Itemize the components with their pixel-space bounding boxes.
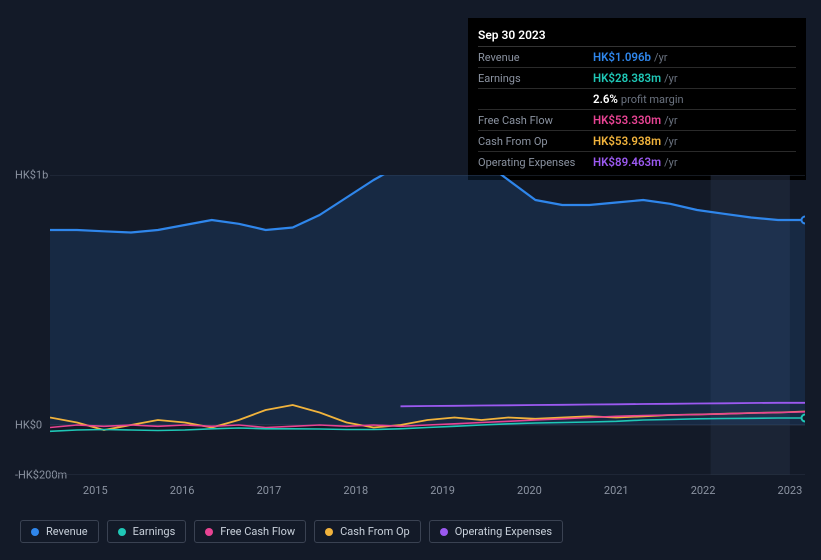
y-tick-label: HK$1b (15, 169, 48, 182)
tooltip-row-unit: /yr (664, 114, 677, 127)
y-tick-label: HK$0 (15, 419, 42, 432)
tooltip-row-unit: /yr (664, 72, 677, 85)
tooltip-row-value: 2.6% (593, 92, 618, 106)
tooltip-row-value: HK$53.938m (593, 134, 661, 148)
x-tick-label: 2016 (170, 484, 195, 497)
tooltip-row-label: Cash From Op (478, 135, 593, 148)
tooltip-row-unit: /yr (664, 135, 677, 148)
tooltip-row: RevenueHK$1.096b/yr (478, 47, 796, 68)
x-tick-label: 2021 (604, 484, 629, 497)
x-tick-label: 2017 (257, 484, 282, 497)
legend-item-cfo[interactable]: Cash From Op (314, 520, 421, 543)
legend-item-label: Earnings (133, 525, 176, 538)
legend-dot-icon (118, 528, 126, 536)
series-endpoint-revenue (802, 217, 806, 224)
chart-area: HK$1bHK$0-HK$200m (15, 160, 805, 480)
tooltip-row: Free Cash FlowHK$53.330m/yr (478, 110, 796, 131)
x-tick-label: 2019 (430, 484, 455, 497)
legend-dot-icon (31, 528, 39, 536)
x-axis: 2015 2016 2017 2018 2019 2020 2021 2022 2023 (50, 484, 805, 500)
tooltip-row-value: HK$53.330m (593, 113, 661, 127)
legend-item-revenue[interactable]: Revenue (20, 520, 99, 543)
tooltip-date: Sep 30 2023 (478, 24, 796, 47)
tooltip-row-unit: profit margin (621, 93, 684, 106)
legend-item-label: Revenue (46, 525, 88, 538)
legend-item-fcf[interactable]: Free Cash Flow (194, 520, 306, 543)
legend-item-earnings[interactable]: Earnings (107, 520, 187, 543)
tooltip-row: Cash From OpHK$53.938m/yr (478, 131, 796, 152)
x-tick-label: 2020 (517, 484, 542, 497)
line-chart[interactable] (50, 175, 805, 475)
chart-legend: Revenue Earnings Free Cash Flow Cash From O… (20, 520, 563, 543)
tooltip-row: EarningsHK$28.383m/yr (478, 68, 796, 89)
tooltip-row-label: Earnings (478, 72, 593, 85)
legend-item-label: Cash From Op (340, 525, 410, 538)
tooltip-row: 2.6%profit margin (478, 89, 796, 110)
legend-item-opex[interactable]: Operating Expenses (429, 520, 563, 543)
series-area-revenue (50, 175, 805, 425)
x-tick-label: 2018 (343, 484, 368, 497)
tooltip-row-value: HK$28.383m (593, 71, 661, 85)
series-endpoint-earnings (802, 415, 806, 422)
legend-dot-icon (440, 528, 448, 536)
x-tick-label: 2015 (83, 484, 108, 497)
legend-item-label: Free Cash Flow (220, 525, 295, 538)
tooltip-row-unit: /yr (654, 51, 667, 64)
tooltip-panel: Sep 30 2023 RevenueHK$1.096b/yrEarningsH… (468, 18, 806, 180)
legend-dot-icon (325, 528, 333, 536)
x-tick-label: 2023 (778, 484, 803, 497)
x-tick-label: 2022 (691, 484, 716, 497)
legend-dot-icon (205, 528, 213, 536)
tooltip-row-value: HK$1.096b (593, 50, 651, 64)
legend-item-label: Operating Expenses (455, 525, 552, 538)
tooltip-row-label: Free Cash Flow (478, 114, 593, 127)
tooltip-row-label: Revenue (478, 51, 593, 64)
